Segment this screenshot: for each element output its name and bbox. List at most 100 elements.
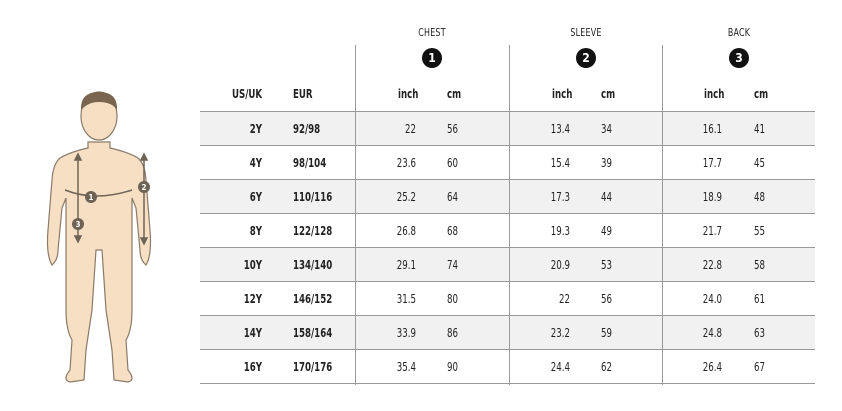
table-row: 2Y 92/98 22 56 13.4 34 16.1 41 (200, 112, 815, 146)
cell-back-cm: 63 (754, 326, 765, 340)
cell-us: 10Y (243, 258, 262, 272)
sleeve-title: SLEEVE (570, 26, 602, 39)
cell-chest-cm: 68 (447, 224, 458, 238)
cell-sleeve-cm: 53 (601, 258, 612, 272)
cell-eur: 98/104 (293, 156, 327, 170)
table-row: 10Y 134/140 29.1 74 20.9 53 22.8 58 (200, 248, 815, 282)
cell-us: 12Y (243, 292, 262, 306)
cell-back-in: 18.9 (702, 190, 722, 204)
size-chart-table: CHEST SLEEVE BACK 1 2 3 US/UK EUR inch c… (200, 0, 815, 411)
cell-chest-cm: 56 (447, 122, 458, 136)
cell-sleeve-in: 15.4 (550, 156, 570, 170)
cell-chest-in: 26.8 (396, 224, 416, 238)
cell-eur: 110/116 (293, 190, 333, 204)
back-inch-header: inch (704, 87, 725, 101)
sleeve-inch-header: inch (552, 87, 573, 101)
cell-chest-in: 31.5 (396, 292, 416, 306)
cell-back-cm: 48 (754, 190, 765, 204)
table-row: 14Y 158/164 33.9 86 23.2 59 24.8 63 (200, 316, 815, 350)
body-outline (46, 141, 152, 383)
cell-chest-cm: 64 (447, 190, 458, 204)
column-divider (662, 45, 663, 385)
cell-sleeve-in: 19.3 (550, 224, 570, 238)
cell-sleeve-in: 13.4 (550, 122, 570, 136)
cell-sleeve-in: 20.9 (550, 258, 570, 272)
table-row: 12Y 146/152 31.5 80 22 56 24.0 61 (200, 282, 815, 316)
cell-sleeve-cm: 49 (601, 224, 612, 238)
marker-2-icon (138, 181, 150, 193)
cell-back-in: 24.8 (702, 326, 722, 340)
cell-sleeve-in: 22 (559, 292, 570, 306)
cell-sleeve-in: 24.4 (550, 360, 570, 374)
header-divider (200, 111, 815, 112)
cell-chest-in: 33.9 (396, 326, 416, 340)
chest-title: CHEST (418, 26, 446, 39)
cell-chest-in: 25.2 (396, 190, 416, 204)
cell-back-cm: 61 (754, 292, 765, 306)
cell-chest-cm: 60 (447, 156, 458, 170)
cell-eur: 122/128 (293, 224, 333, 238)
cell-back-in: 16.1 (702, 122, 722, 136)
cell-sleeve-cm: 39 (601, 156, 612, 170)
cell-us: 8Y (249, 224, 262, 238)
cell-sleeve-cm: 62 (601, 360, 612, 374)
cell-chest-cm: 86 (447, 326, 458, 340)
cell-sleeve-cm: 34 (601, 122, 612, 136)
svg-text:2: 2 (141, 183, 146, 192)
cell-chest-in: 22 (405, 122, 416, 136)
column-divider (509, 45, 510, 385)
cell-back-in: 24.0 (702, 292, 722, 306)
cell-sleeve-in: 17.3 (550, 190, 570, 204)
hair (80, 92, 118, 110)
marker-1-icon (85, 191, 97, 203)
back-title: BACK (727, 26, 751, 39)
cell-back-cm: 67 (754, 360, 765, 374)
cell-sleeve-cm: 59 (601, 326, 612, 340)
cell-back-in: 17.7 (702, 156, 722, 170)
cell-back-cm: 58 (754, 258, 765, 272)
chest-cm-header: cm (447, 87, 462, 101)
cell-us: 14Y (243, 326, 262, 340)
back-cm-header: cm (754, 87, 769, 101)
cell-chest-cm: 80 (447, 292, 458, 306)
cell-back-in: 22.8 (702, 258, 722, 272)
cell-us: 6Y (249, 190, 262, 204)
cell-eur: 146/152 (293, 292, 333, 306)
child-body-figure: 1 2 3 (46, 91, 152, 383)
marker-3-icon (72, 218, 84, 230)
table-row: 16Y 170/176 35.4 90 24.4 62 26.4 67 (200, 350, 815, 384)
cell-back-cm: 41 (754, 122, 765, 136)
cell-us: 2Y (249, 122, 262, 136)
chest-inch-header: inch (398, 87, 419, 101)
cell-chest-in: 35.4 (396, 360, 416, 374)
cell-back-in: 26.4 (702, 360, 722, 374)
cell-chest-in: 29.1 (396, 258, 416, 272)
cell-back-in: 21.7 (702, 224, 722, 238)
table-row: 6Y 110/116 25.2 64 17.3 44 18.9 48 (200, 180, 815, 214)
cell-back-cm: 55 (754, 224, 765, 238)
cell-chest-in: 23.6 (396, 156, 416, 170)
svg-text:1: 1 (88, 193, 93, 202)
cell-us: 4Y (249, 156, 262, 170)
cell-us: 16Y (243, 360, 262, 374)
cell-eur: 92/98 (293, 122, 321, 136)
cell-eur: 158/164 (293, 326, 333, 340)
cell-sleeve-in: 23.2 (550, 326, 570, 340)
chest-badge-icon: 1 (422, 48, 442, 68)
cell-chest-cm: 90 (447, 360, 458, 374)
sleeve-badge-icon: 2 (576, 48, 596, 68)
column-divider (355, 45, 356, 385)
cell-sleeve-cm: 56 (601, 292, 612, 306)
cell-eur: 170/176 (293, 360, 333, 374)
cell-eur: 134/140 (293, 258, 333, 272)
us-uk-header: US/UK (232, 87, 263, 101)
back-badge-icon: 3 (729, 48, 749, 68)
svg-text:3: 3 (75, 220, 80, 229)
sleeve-cm-header: cm (601, 87, 616, 101)
cell-back-cm: 45 (754, 156, 765, 170)
table-row: 4Y 98/104 23.6 60 15.4 39 17.7 45 (200, 146, 815, 180)
cell-sleeve-cm: 44 (601, 190, 612, 204)
cell-chest-cm: 74 (447, 258, 458, 272)
eur-header: EUR (293, 87, 313, 101)
table-row: 8Y 122/128 26.8 68 19.3 49 21.7 55 (200, 214, 815, 248)
